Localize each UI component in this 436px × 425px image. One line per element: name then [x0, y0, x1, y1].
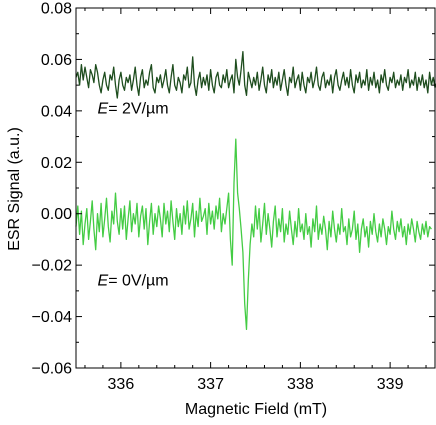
y-tick-label: 0.08	[41, 1, 72, 18]
y-tick-label: −0.06	[32, 361, 73, 378]
annotations-layer: E= 2V/µmE= 0V/µm	[98, 100, 169, 289]
series-line-2v	[75, 51, 436, 99]
x-tick-label: 336	[108, 376, 135, 393]
y-tick-label: 0.04	[41, 103, 72, 120]
x-tick-label: 338	[287, 376, 314, 393]
x-tick-label: 339	[377, 376, 404, 393]
y-tick-label: −0.02	[32, 258, 73, 275]
x-axis-label: Magnetic Field (mT)	[185, 401, 327, 418]
series-line-0v	[75, 138, 432, 331]
label-0v: E= 0V/µm	[98, 273, 169, 290]
y-tick-label: 0.00	[41, 206, 72, 223]
y-tick-label: 0.02	[41, 155, 72, 172]
label-2v-text: = 2V/µm	[108, 100, 168, 117]
series-layer	[75, 51, 436, 331]
label-0v-symbol: E	[98, 273, 109, 290]
y-tick-label: 0.06	[41, 52, 72, 69]
y-axis-label: ESR Signal (a.u.)	[6, 127, 23, 251]
y-tick-label: −0.04	[32, 309, 73, 326]
axes-layer: 336 337 338 339 −0.06 −0.04 −0.02 0.00 0.02 0.04 0…	[32, 1, 436, 393]
plot-frame	[75, 7, 436, 369]
label-2v-symbol: E	[98, 100, 109, 117]
x-tick-label: 337	[197, 376, 224, 393]
label-0v-text: = 0V/µm	[108, 273, 168, 290]
label-2v: E= 2V/µm	[98, 100, 169, 117]
